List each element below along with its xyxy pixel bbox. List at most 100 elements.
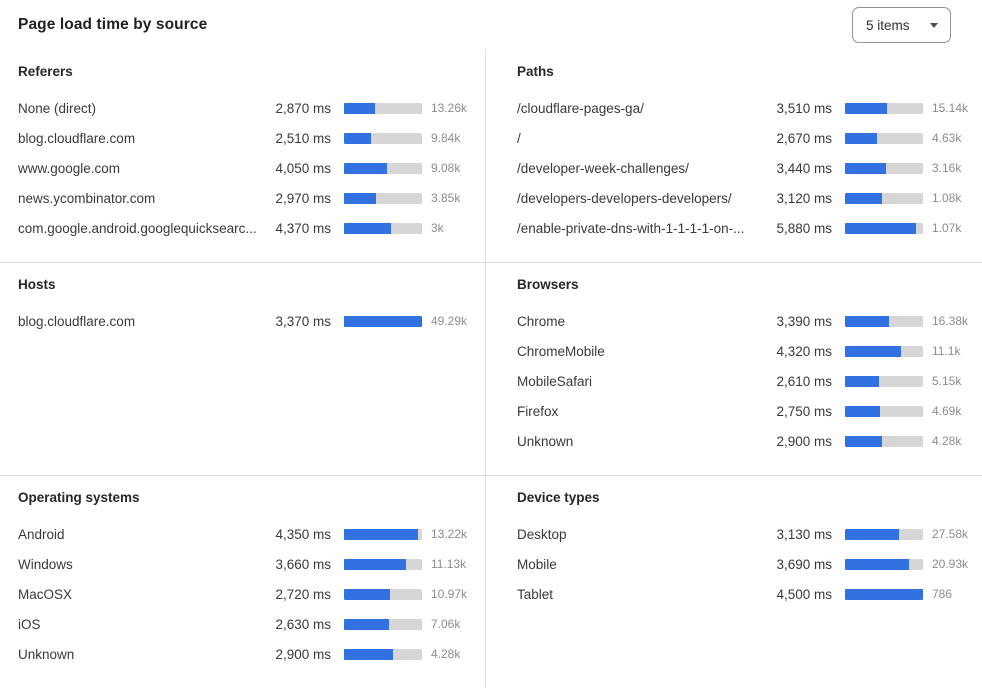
row-count: 15.14k bbox=[931, 101, 968, 115]
metric-row[interactable]: /developers-developers-developers/ 3,120… bbox=[517, 183, 968, 213]
row-count: 16.38k bbox=[931, 314, 968, 328]
row-bar bbox=[845, 192, 923, 204]
row-bar bbox=[845, 588, 923, 600]
panel-device-types: Device types Desktop 3,130 ms 27.58k Mob… bbox=[486, 475, 982, 688]
row-label: /enable-private-dns-with-1-1-1-1-on-... bbox=[517, 220, 745, 236]
panel-rows: Desktop 3,130 ms 27.58k Mobile 3,690 ms … bbox=[517, 519, 968, 609]
row-count: 10.97k bbox=[430, 587, 467, 601]
row-load-time: 5,880 ms bbox=[776, 220, 832, 236]
row-bar bbox=[344, 162, 422, 174]
items-count-dropdown[interactable]: 5 items bbox=[852, 7, 951, 43]
row-label: Unknown bbox=[517, 433, 574, 449]
row-bar-fill bbox=[845, 345, 901, 357]
row-bar-fill bbox=[844, 528, 900, 540]
row-load-time: 2,900 ms bbox=[275, 646, 331, 662]
row-bar bbox=[845, 375, 923, 387]
row-label: iOS bbox=[18, 616, 41, 632]
metric-row[interactable]: Unknown 2,900 ms 4.28k bbox=[18, 639, 467, 669]
metric-row[interactable]: /developer-week-challenges/ 3,440 ms 3.1… bbox=[517, 153, 968, 183]
row-bar-fill bbox=[344, 648, 394, 660]
metric-row[interactable]: Unknown 2,900 ms 4.28k bbox=[517, 426, 968, 456]
row-load-time: 4,320 ms bbox=[776, 343, 832, 359]
panel-rows: None (direct) 2,870 ms 13.26k blog.cloud… bbox=[18, 93, 467, 243]
panel-title: Paths bbox=[517, 64, 554, 79]
row-bar-fill bbox=[845, 162, 887, 174]
row-label: blog.cloudflare.com bbox=[18, 313, 136, 329]
row-bar bbox=[844, 102, 923, 114]
panel-rows: Android 4,350 ms 13.22k Windows 3,660 ms… bbox=[18, 519, 467, 669]
metric-row[interactable]: Windows 3,660 ms 11.13k bbox=[18, 549, 467, 579]
metric-row[interactable]: Chrome 3,390 ms 16.38k bbox=[517, 306, 968, 336]
row-bar bbox=[344, 192, 422, 204]
row-count: 11.1k bbox=[932, 344, 961, 358]
row-bar bbox=[344, 132, 422, 144]
row-bar bbox=[344, 618, 422, 630]
row-load-time: 4,350 ms bbox=[275, 526, 331, 542]
row-bar bbox=[845, 132, 923, 144]
row-load-time: 2,970 ms bbox=[275, 190, 331, 206]
row-bar-fill bbox=[343, 588, 391, 600]
metric-row[interactable]: None (direct) 2,870 ms 13.26k bbox=[18, 93, 467, 123]
row-bar bbox=[344, 222, 422, 234]
row-bar-fill bbox=[344, 192, 376, 204]
row-count: 13.22k bbox=[430, 527, 467, 541]
row-count: 3k bbox=[431, 221, 444, 235]
row-bar-fill bbox=[343, 528, 418, 540]
metric-row[interactable]: MacOSX 2,720 ms 10.97k bbox=[18, 579, 467, 609]
row-count: 9.84k bbox=[431, 131, 461, 145]
row-bar-fill bbox=[344, 222, 391, 234]
metric-row[interactable]: Tablet 4,500 ms 786 bbox=[517, 579, 968, 609]
row-bar bbox=[844, 558, 923, 570]
panel-title: Operating systems bbox=[18, 490, 140, 505]
row-count: 1.08k bbox=[932, 191, 962, 205]
row-bar-fill bbox=[344, 132, 371, 144]
metric-row[interactable]: ChromeMobile 4,320 ms 11.1k bbox=[517, 336, 968, 366]
metric-row[interactable]: Mobile 3,690 ms 20.93k bbox=[517, 549, 968, 579]
items-count-value: 5 items bbox=[866, 17, 910, 33]
row-bar-fill bbox=[344, 162, 388, 174]
row-bar bbox=[344, 648, 422, 660]
row-bar bbox=[845, 405, 923, 417]
row-load-time: 2,610 ms bbox=[776, 373, 832, 389]
row-count: 1.07k bbox=[932, 221, 962, 235]
row-label: blog.cloudflare.com bbox=[18, 130, 136, 146]
metric-row[interactable]: news.ycombinator.com 2,970 ms 3.85k bbox=[18, 183, 467, 213]
metric-row[interactable]: / 2,670 ms 4.63k bbox=[517, 123, 968, 153]
metric-row[interactable]: Firefox 2,750 ms 4.69k bbox=[517, 396, 968, 426]
metric-row[interactable]: /cloudflare-pages-ga/ 3,510 ms 15.14k bbox=[517, 93, 968, 123]
widget-header: Page load time by source 5 items bbox=[0, 0, 982, 50]
row-count: 49.29k bbox=[430, 314, 467, 328]
row-bar-fill bbox=[845, 588, 923, 600]
row-label: Tablet bbox=[517, 586, 554, 602]
row-bar bbox=[845, 162, 923, 174]
row-load-time: 3,660 ms bbox=[275, 556, 331, 572]
metric-row[interactable]: com.google.android.googlequicksearc... 4… bbox=[18, 213, 467, 243]
row-bar-fill bbox=[344, 558, 407, 570]
row-bar-fill bbox=[845, 192, 883, 204]
metric-row[interactable]: iOS 2,630 ms 7.06k bbox=[18, 609, 467, 639]
row-label: /cloudflare-pages-ga/ bbox=[517, 100, 644, 116]
row-label: ChromeMobile bbox=[517, 343, 605, 359]
metric-row[interactable]: /enable-private-dns-with-1-1-1-1-on-... … bbox=[517, 213, 968, 243]
row-label: Chrome bbox=[517, 313, 566, 329]
panel-operating-systems: Operating systems Android 4,350 ms 13.22… bbox=[0, 475, 486, 688]
row-bar-fill bbox=[844, 558, 909, 570]
row-count: 5.15k bbox=[932, 374, 962, 388]
row-label: news.ycombinator.com bbox=[18, 190, 156, 206]
metric-row[interactable]: MobileSafari 2,610 ms 5.15k bbox=[517, 366, 968, 396]
row-load-time: 4,370 ms bbox=[275, 220, 331, 236]
row-count: 4.69k bbox=[932, 404, 962, 418]
metric-row[interactable]: Android 4,350 ms 13.22k bbox=[18, 519, 467, 549]
row-bar bbox=[845, 345, 923, 357]
row-load-time: 3,130 ms bbox=[776, 526, 832, 542]
row-label: None (direct) bbox=[18, 100, 97, 116]
row-bar-fill bbox=[845, 405, 881, 417]
row-count: 3.85k bbox=[431, 191, 461, 205]
metric-row[interactable]: Desktop 3,130 ms 27.58k bbox=[517, 519, 968, 549]
metric-row[interactable]: www.google.com 4,050 ms 9.08k bbox=[18, 153, 467, 183]
metric-row[interactable]: blog.cloudflare.com 3,370 ms 49.29k bbox=[18, 306, 467, 336]
metric-row[interactable]: blog.cloudflare.com 2,510 ms 9.84k bbox=[18, 123, 467, 153]
row-load-time: 2,750 ms bbox=[776, 403, 832, 419]
row-label: com.google.android.googlequicksearc... bbox=[18, 220, 257, 236]
row-bar bbox=[844, 528, 923, 540]
